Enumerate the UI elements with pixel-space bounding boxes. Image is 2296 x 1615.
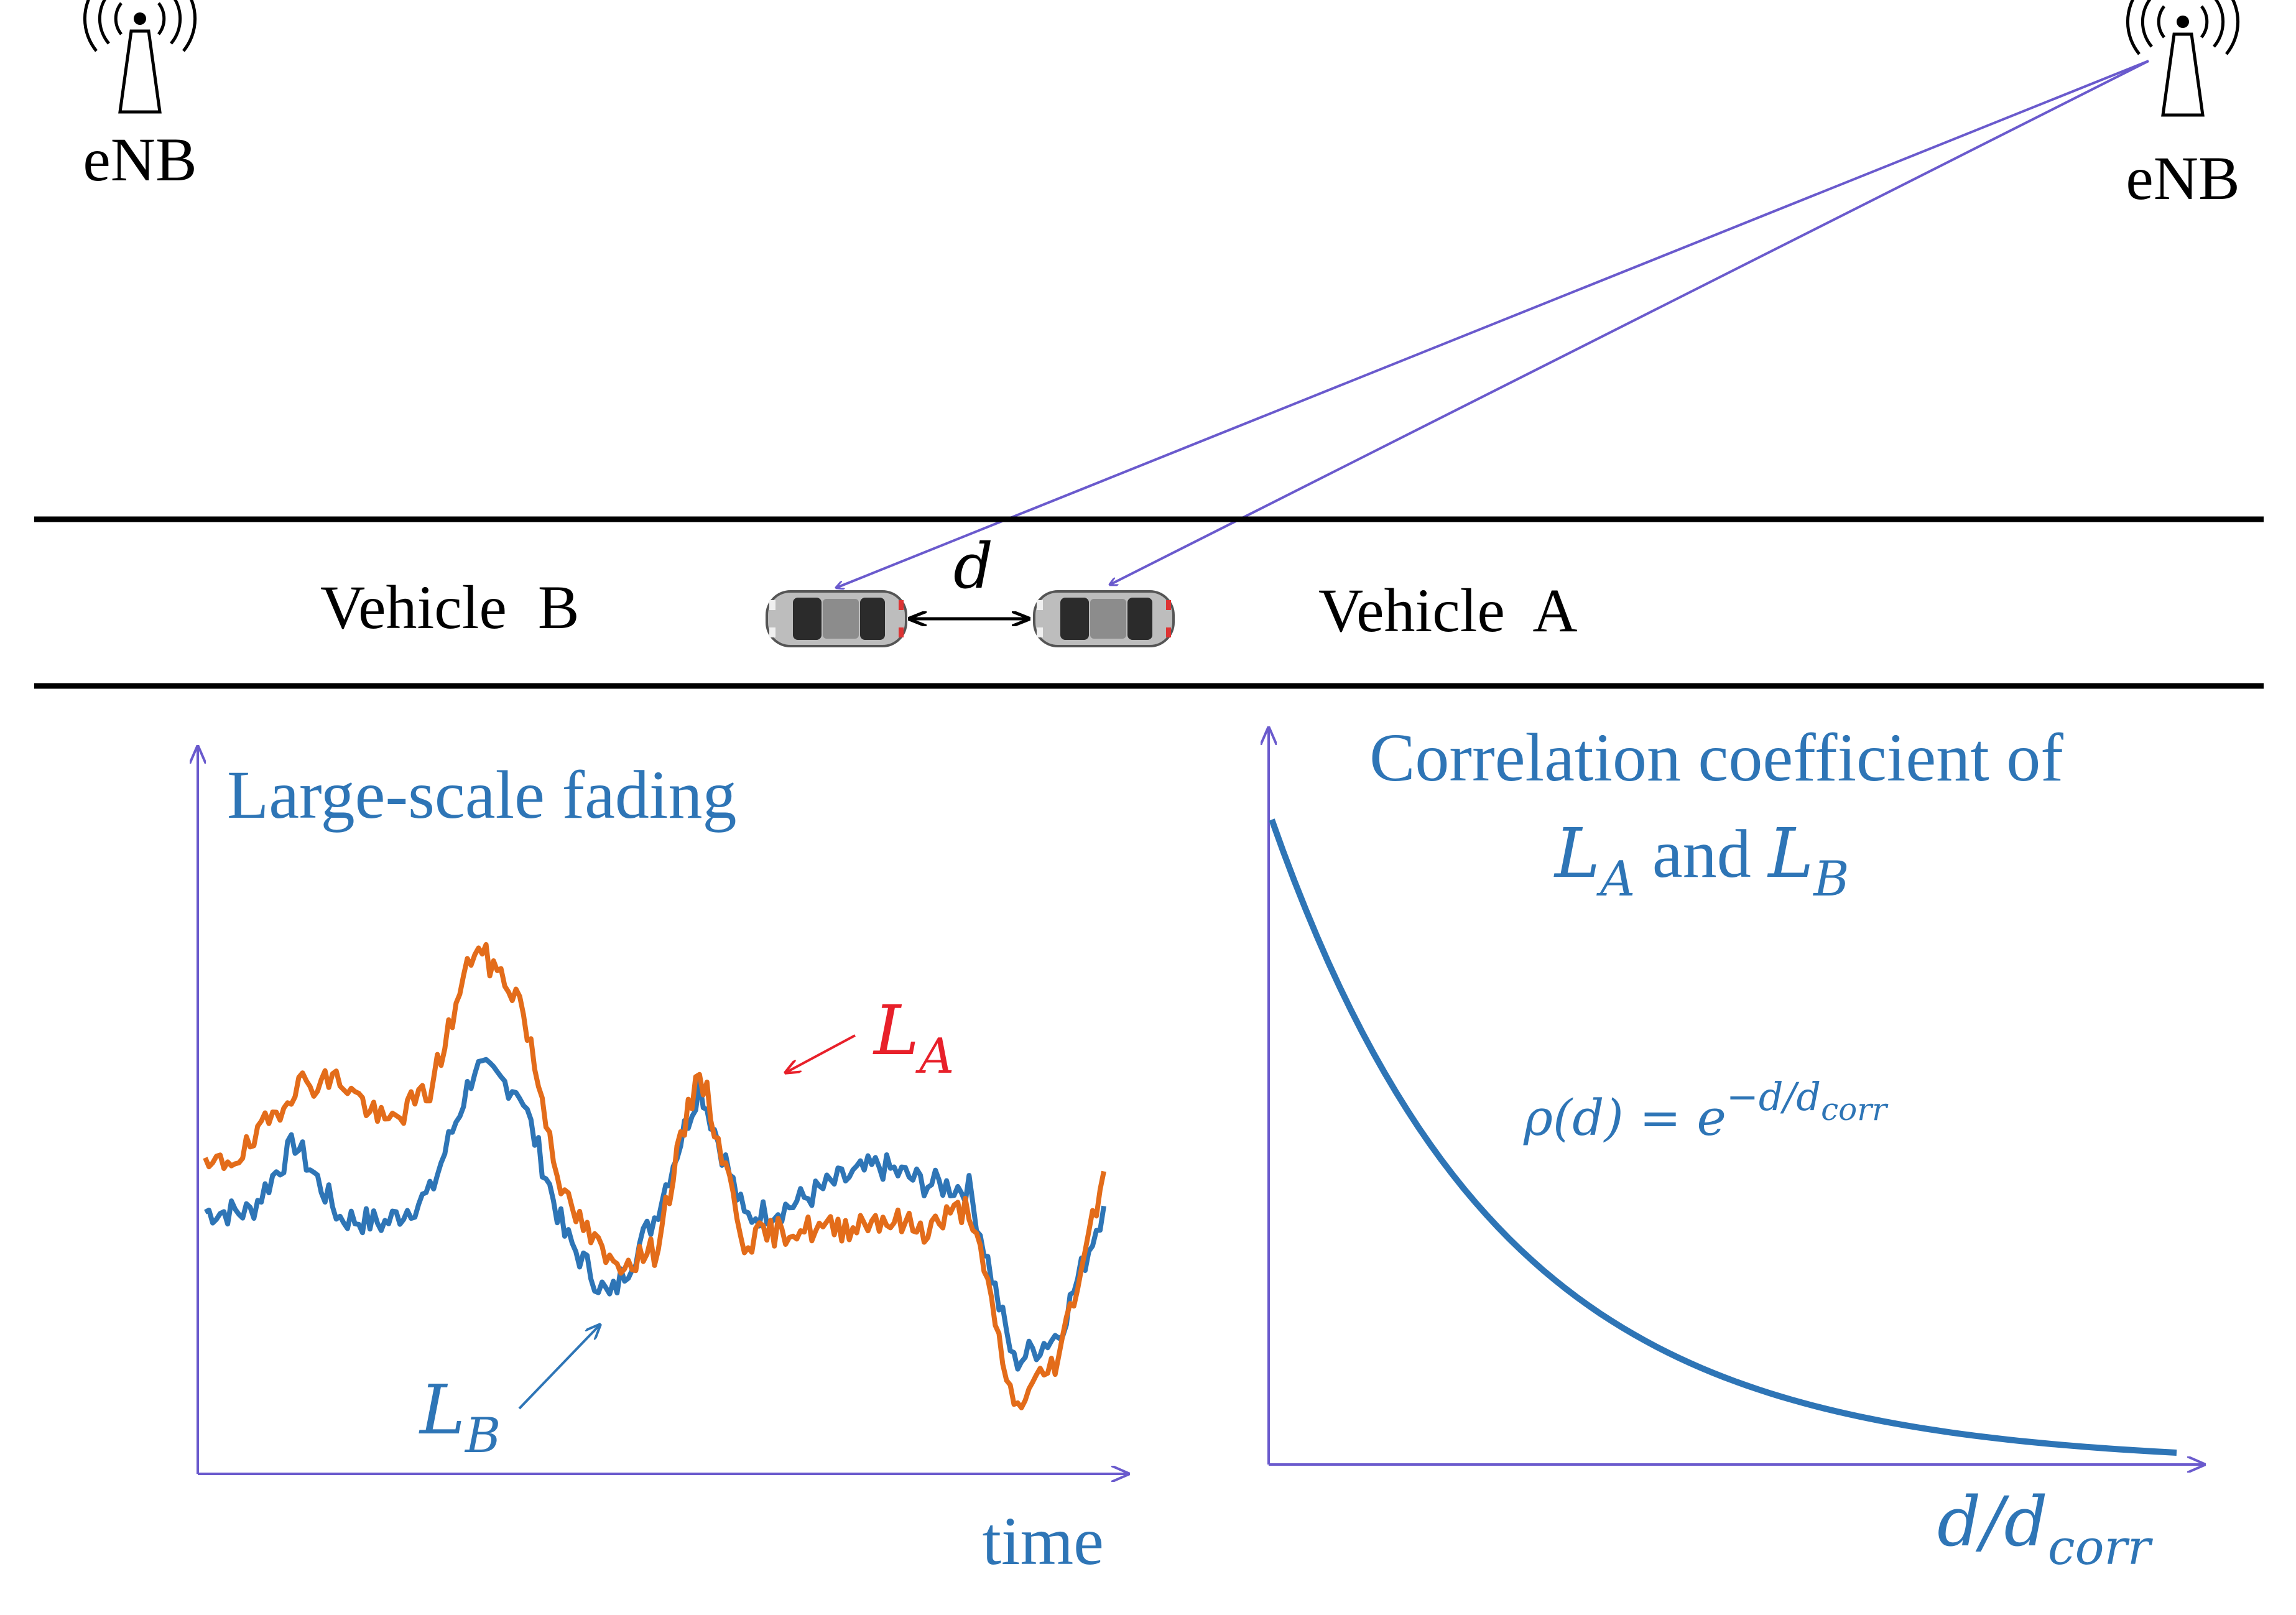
vehicle-a-label: Vehicle A [1318,576,1578,645]
distance-symbol: d [953,530,993,603]
la-pointer-arrow [785,1034,856,1073]
vehicle-b-label: Vehicle B [320,573,580,642]
correlation-title-line1: Correlation coefficient of [1369,720,2063,795]
right-enb-label: eNB [2126,144,2239,213]
link-to-vehicle-b [836,60,2149,588]
correlation-curve [1269,818,2177,1456]
lb-series-line [204,1057,1106,1372]
vehicle-a-car-icon [1033,590,1175,647]
antenna-tower-icon [85,0,195,112]
fading-plot-title: Large-scale fading [227,757,736,833]
lb-series-label: LB [419,1370,501,1464]
correlation-x-label: d/dcorr [1937,1482,2154,1576]
antenna-tower-icon [2127,0,2238,115]
link-to-vehicle-a [1110,60,2149,585]
la-series-label: LA [873,991,954,1085]
left-enb-label: eNB [83,125,197,194]
correlation-title-line2: LA and LB [1553,813,1849,907]
left-base-station: eNB [83,0,197,194]
fading-plot: Large-scale fading time LA LB [198,746,1129,1579]
right-base-station: eNB [2126,0,2240,213]
vehicle-b-car-icon [766,590,907,647]
la-series-line [203,942,1106,1410]
fading-x-label: time [982,1503,1104,1579]
correlation-formula: ρ(d) = e−d/dcorr [1523,1074,1889,1147]
correlation-plot: Correlation coefficient of LA and LB ρ(d… [1269,720,2205,1576]
lb-pointer-arrow [518,1325,600,1410]
